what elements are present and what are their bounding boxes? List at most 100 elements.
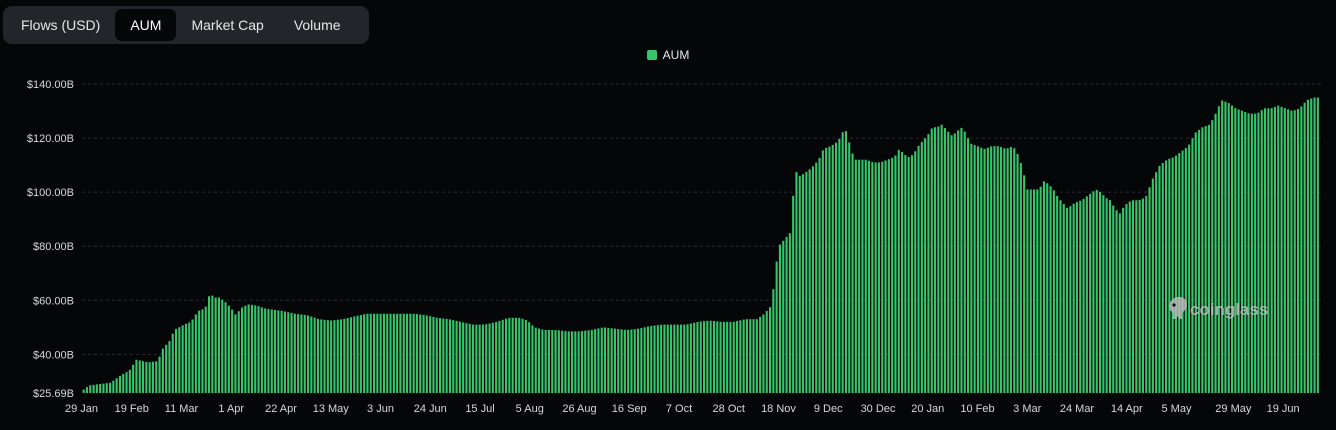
aum-bar[interactable]	[798, 175, 801, 393]
aum-bar[interactable]	[795, 172, 798, 393]
aum-bar[interactable]	[92, 384, 95, 393]
aum-bar[interactable]	[930, 128, 933, 394]
aum-bar[interactable]	[85, 387, 88, 393]
aum-bar[interactable]	[676, 324, 679, 393]
aum-bar[interactable]	[313, 317, 316, 393]
aum-bar[interactable]	[811, 166, 814, 393]
aum-bar[interactable]	[782, 240, 785, 393]
aum-bar[interactable]	[402, 313, 405, 393]
aum-bar[interactable]	[1264, 108, 1267, 393]
aum-bar[interactable]	[950, 135, 953, 394]
aum-bar[interactable]	[854, 159, 857, 393]
aum-bar[interactable]	[145, 361, 148, 393]
aum-bar[interactable]	[89, 385, 92, 393]
aum-bar[interactable]	[1095, 189, 1098, 393]
aum-bar[interactable]	[194, 314, 197, 393]
aum-bar[interactable]	[188, 322, 191, 393]
aum-bar[interactable]	[1161, 162, 1164, 393]
aum-bar[interactable]	[762, 314, 765, 393]
aum-bar[interactable]	[943, 127, 946, 394]
aum-bar[interactable]	[1194, 132, 1197, 394]
aum-bar[interactable]	[848, 142, 851, 393]
aum-bar[interactable]	[884, 160, 887, 393]
aum-bar[interactable]	[960, 127, 963, 394]
aum-bar[interactable]	[1082, 198, 1085, 393]
aum-bar[interactable]	[901, 152, 904, 393]
aum-bar[interactable]	[1145, 196, 1148, 393]
aum-bar[interactable]	[1303, 102, 1306, 393]
aum-bar[interactable]	[577, 331, 580, 393]
tab-market-cap[interactable]: Market Cap	[191, 17, 264, 33]
aum-bar[interactable]	[1158, 165, 1161, 393]
aum-bar[interactable]	[435, 317, 438, 393]
aum-bar[interactable]	[663, 324, 666, 393]
aum-bar[interactable]	[1273, 106, 1276, 394]
aum-bar[interactable]	[996, 146, 999, 393]
aum-bar[interactable]	[739, 320, 742, 393]
aum-bar[interactable]	[231, 309, 234, 393]
aum-bar[interactable]	[871, 162, 874, 393]
tab-flows-usd[interactable]: Flows (USD)	[21, 17, 101, 33]
aum-bar[interactable]	[957, 130, 960, 393]
aum-bar[interactable]	[719, 321, 722, 393]
aum-bar[interactable]	[1026, 189, 1029, 393]
aum-bar[interactable]	[1250, 113, 1253, 393]
aum-bar[interactable]	[574, 331, 577, 393]
aum-bar[interactable]	[227, 305, 230, 393]
aum-bar[interactable]	[293, 313, 296, 393]
aum-bar[interactable]	[161, 348, 164, 393]
aum-bar[interactable]	[679, 324, 682, 393]
aum-bar[interactable]	[1141, 198, 1144, 393]
aum-bar[interactable]	[488, 323, 491, 393]
aum-bar[interactable]	[353, 316, 356, 393]
aum-bar[interactable]	[1287, 109, 1290, 393]
aum-bar[interactable]	[307, 315, 310, 393]
aum-bar[interactable]	[1006, 148, 1009, 393]
aum-bar[interactable]	[980, 147, 983, 393]
aum-bar[interactable]	[514, 317, 517, 393]
aum-bar[interactable]	[1003, 148, 1006, 393]
aum-bar[interactable]	[1227, 103, 1230, 393]
aum-bar[interactable]	[587, 330, 590, 393]
aum-bar[interactable]	[1122, 207, 1125, 393]
aum-bar[interactable]	[1033, 189, 1036, 393]
aum-bar[interactable]	[673, 324, 676, 393]
aum-bar[interactable]	[521, 318, 524, 393]
aum-bar[interactable]	[452, 320, 455, 393]
aum-bar[interactable]	[868, 160, 871, 393]
aum-bar[interactable]	[772, 289, 775, 393]
aum-bar[interactable]	[1019, 163, 1022, 393]
aum-bar[interactable]	[646, 326, 649, 393]
aum-bar[interactable]	[254, 305, 257, 393]
aum-bar[interactable]	[881, 161, 884, 393]
aum-bar[interactable]	[283, 311, 286, 393]
aum-bar[interactable]	[1171, 157, 1174, 393]
aum-bar[interactable]	[610, 328, 613, 393]
aum-bar[interactable]	[138, 360, 141, 393]
aum-bar[interactable]	[1234, 108, 1237, 394]
aum-bar[interactable]	[907, 156, 910, 393]
aum-bar[interactable]	[620, 329, 623, 393]
aum-bar[interactable]	[274, 309, 277, 393]
aum-bar[interactable]	[310, 316, 313, 393]
aum-bar[interactable]	[1036, 189, 1039, 393]
aum-bar[interactable]	[508, 317, 511, 393]
aum-bar[interactable]	[122, 374, 125, 393]
aum-bar[interactable]	[1128, 201, 1131, 393]
aum-bar[interactable]	[937, 126, 940, 393]
aum-bar[interactable]	[326, 320, 329, 393]
aum-bar[interactable]	[237, 311, 240, 393]
aum-bar[interactable]	[1191, 138, 1194, 393]
aum-bar[interactable]	[897, 149, 900, 393]
aum-bar[interactable]	[894, 155, 897, 393]
aum-bar[interactable]	[947, 131, 950, 394]
aum-bar[interactable]	[557, 330, 560, 393]
aum-bar[interactable]	[653, 325, 656, 393]
aum-bar[interactable]	[891, 157, 894, 393]
aum-bar[interactable]	[607, 327, 610, 393]
aum-bar[interactable]	[349, 317, 352, 393]
aum-bar[interactable]	[910, 155, 913, 393]
aum-bar[interactable]	[703, 321, 706, 393]
aum-bar[interactable]	[1148, 187, 1151, 393]
aum-bar[interactable]	[1118, 213, 1121, 393]
